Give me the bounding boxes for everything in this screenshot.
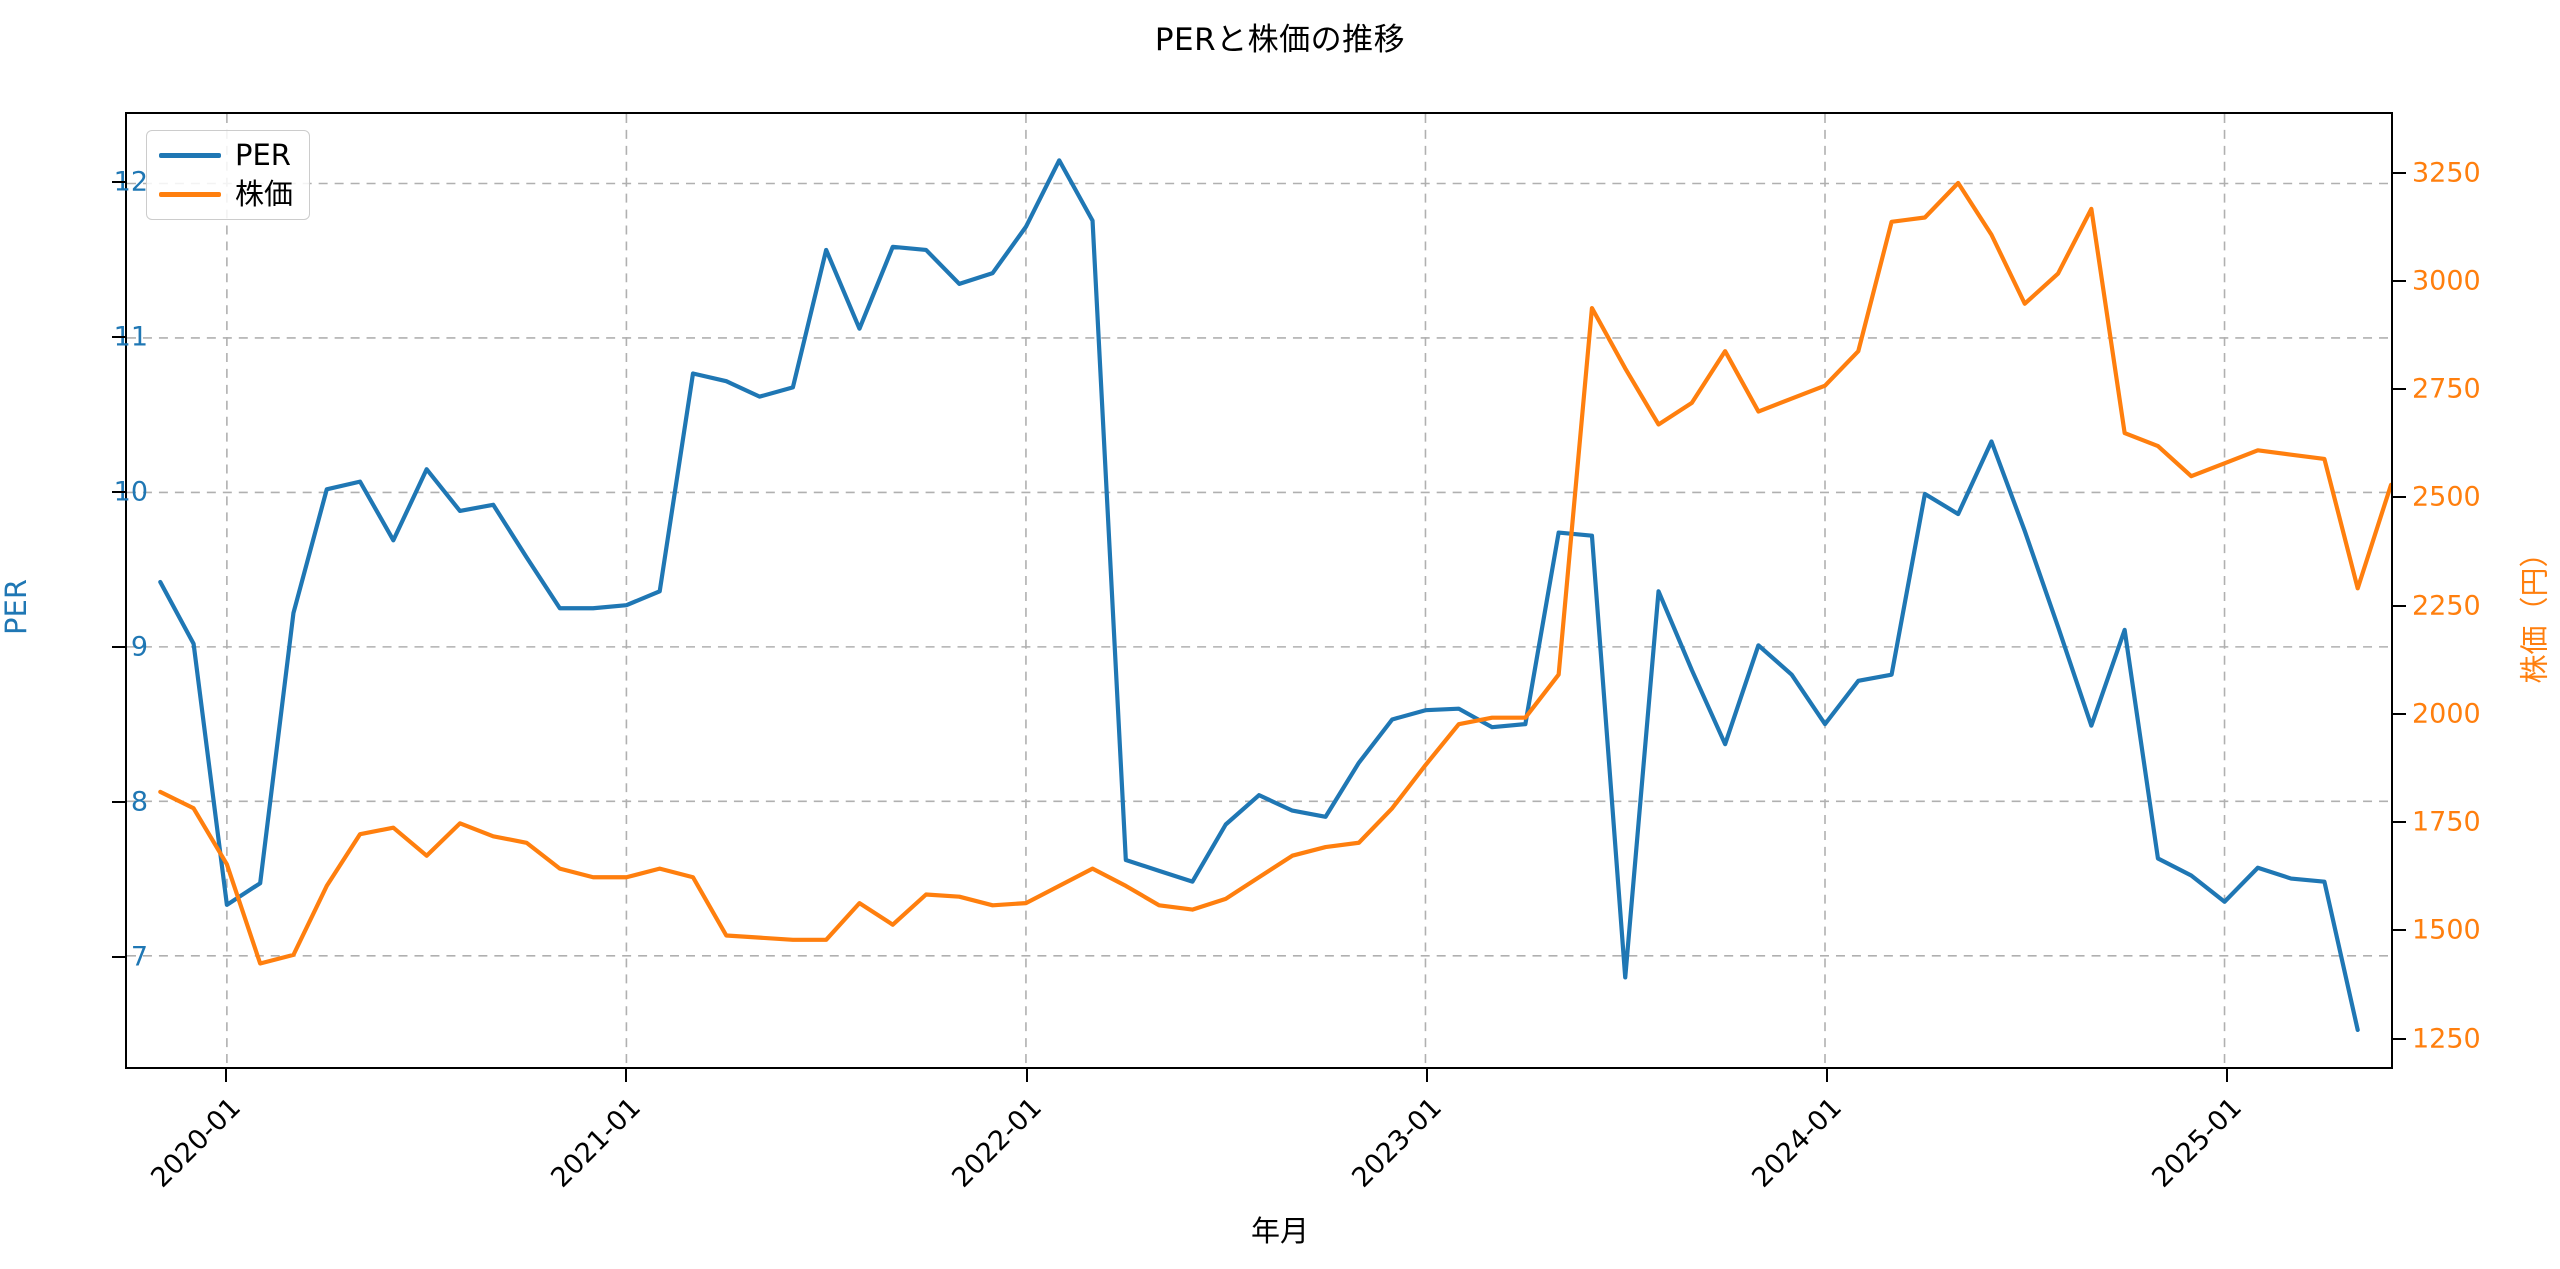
y-axis-right-tick-mark [2393, 279, 2406, 282]
y-axis-left-tick-label: 12 [113, 166, 148, 198]
y-axis-left-tick-label: 10 [113, 476, 148, 508]
legend-label-per: PER [235, 138, 291, 172]
y-axis-left-tick-mark [112, 491, 125, 493]
y-axis-right-tick-label: 1500 [2412, 914, 2481, 946]
y-axis-right-tick-mark [2393, 712, 2406, 715]
y-axis-left-tick-mark [112, 335, 125, 338]
gridlines-horizontal [127, 182, 2391, 957]
y-axis-left-tick-mark [112, 956, 125, 959]
y-axis-right-tick-mark [2393, 496, 2406, 499]
y-axis-right-tick-mark [2393, 1037, 2406, 1040]
x-axis-tick-mark [1025, 1069, 1028, 1082]
legend-swatch-per [159, 153, 221, 158]
y-axis-right-tick-mark [2393, 821, 2406, 824]
x-axis-tick-mark [625, 1069, 628, 1082]
y-axis-right-tick-mark [2393, 171, 2406, 174]
y-axis-left-tick-label: 11 [113, 321, 148, 353]
plot-svg [127, 114, 2391, 1067]
y-axis-right-tick-label: 1250 [2412, 1023, 2481, 1055]
y-axis-right-tick-label: 3000 [2412, 265, 2481, 297]
y-axis-right-tick-label: 3250 [2412, 157, 2481, 189]
legend-label-price: 株価 [235, 177, 294, 211]
legend-swatch-price [159, 192, 221, 197]
series-line-per [158, 158, 2360, 1033]
series-lines [158, 158, 2391, 1033]
x-axis-tick-mark [1826, 1069, 1828, 1082]
series-line-price [158, 180, 2391, 966]
y-axis-right-tick-label: 2250 [2412, 590, 2481, 622]
y-axis-left-tick-mark [112, 646, 125, 649]
y-axis-right-tick-mark [2393, 388, 2406, 391]
chart-title: PERと株価の推移 [1154, 22, 1406, 58]
y-axis-right-tick-mark [2393, 604, 2406, 607]
y-axis-left-label: PER [0, 579, 33, 635]
x-axis-tick-mark [225, 1069, 228, 1082]
y-axis-left-tick-label: 7 [130, 941, 148, 973]
legend-item-per[interactable]: PER [159, 141, 293, 170]
y-axis-right-tick-label: 1750 [2412, 806, 2481, 838]
legend-item-price[interactable]: 株価 [159, 180, 293, 209]
y-axis-right-tick-label: 2500 [2412, 481, 2481, 513]
y-axis-right-tick-label: 2750 [2412, 373, 2481, 405]
gridlines-vertical [226, 114, 2226, 1067]
chart-legend[interactable]: PER 株価 [146, 130, 311, 220]
y-axis-left-tick-label: 8 [130, 786, 148, 818]
y-axis-right-tick-label: 2000 [2412, 698, 2481, 730]
y-axis-left-tick-mark [112, 801, 125, 804]
y-axis-left-tick-label: 9 [130, 631, 148, 663]
y-axis-right-label: 株価（円） [2517, 538, 2552, 684]
x-axis-tick-mark [2226, 1069, 2229, 1082]
y-axis-right-tick-mark [2393, 929, 2406, 932]
plot-area [125, 112, 2393, 1069]
x-axis-tick-mark [1425, 1069, 1428, 1082]
x-axis-label: 年月 [1250, 1214, 1309, 1248]
y-axis-left-tick-mark [112, 180, 125, 183]
